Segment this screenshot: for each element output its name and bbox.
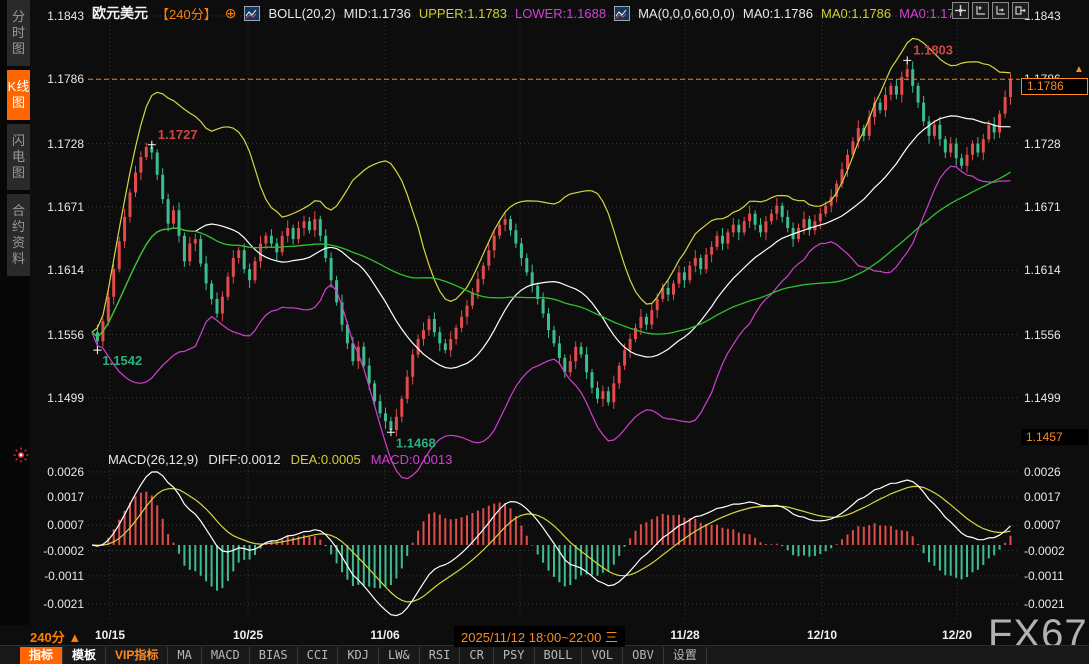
range-low-badge: 1.1457 [1021,429,1088,445]
toolbar-item-MA[interactable]: MA [168,647,201,664]
price-up-arrow-icon: ▲ [1074,64,1084,75]
ma0-value-1: MA0:1.1786 [743,6,813,21]
toolbar-item-KDJ[interactable]: KDJ [338,647,379,664]
axis-tick-label: 1.1499 [34,391,84,405]
interval-badge[interactable]: 240分 ▲ [30,627,81,646]
axis-tick-label: 1.1671 [1024,200,1061,214]
axis-tick-label: 1.1728 [34,137,84,151]
period-selector[interactable]: 【240分】 [156,4,217,23]
toolbar-item-BIAS[interactable]: BIAS [250,647,298,664]
axis-tick-label: 1.1671 [34,200,84,214]
axis-tick-label: -0.0011 [1024,569,1064,583]
current-price-badge: 1.1786 [1021,78,1088,95]
axis-tick-label: 0.0007 [34,518,84,532]
alert-burst-icon[interactable] [13,447,29,463]
toolbar-item-LW&[interactable]: LW& [379,647,420,664]
axis-tick-label: 1.1556 [34,328,84,342]
ma0-value-2: MA0:1.1786 [821,6,891,21]
macd-header: MACD(26,12,9) DIFF:0.0012 DEA:0.0005 MAC… [108,452,452,467]
date-label: 10/25 [233,628,263,642]
price-annotation: 1.1803 [913,42,953,57]
price-chart-canvas[interactable]: 1.1542 1.1727 1.1468 1.1803 [0,0,1089,664]
toolbar-item-CR[interactable]: CR [460,647,493,664]
axis-tick-label: -0.0011 [34,569,84,583]
chart-tool-buttons [952,2,1029,19]
left-sidebar: 分时图 K线图 闪电图 合约资料 [0,0,30,625]
symbol-name: 欧元美元 [92,3,148,23]
macd-macd-value: MACD:0.0013 [371,452,453,467]
toolbar-item-CCI[interactable]: CCI [298,647,339,664]
boll-upper-value: UPPER:1.1783 [419,6,507,21]
date-label: 12/10 [807,628,837,642]
toolbar-item-设置[interactable]: 设置 [664,647,707,664]
price-annotation: 1.1468 [396,435,436,450]
indicator-toolbar: 指标模板VIP指标MAMACDBIASCCIKDJLW&RSICRPSYBOLL… [0,645,1089,664]
toolbar-item-OBV[interactable]: OBV [623,647,664,664]
toolbar-item-模板[interactable]: 模板 [63,647,106,664]
pane-expand-icon[interactable] [1012,2,1029,19]
axis-tick-label: 0.0026 [34,465,84,479]
axis-tick-label: 1.1614 [34,263,84,277]
toolbar-item-RSI[interactable]: RSI [420,647,461,664]
macd-diff-value: DIFF:0.0012 [208,452,280,467]
tab-candlestick-chart[interactable]: K线图 [7,70,30,120]
axis-tick-label: 0.0026 [1024,465,1061,479]
macd-dea-value: DEA:0.0005 [291,452,361,467]
toolbar-item-指标[interactable]: 指标 [20,647,63,664]
chart-app-window: 1.1542 1.1727 1.1468 1.1803 分时图 K线图 闪电图 合约资… [0,0,1089,664]
toolbar-item-MACD[interactable]: MACD [202,647,250,664]
axis-tick-label: -0.0002 [34,544,84,558]
target-icon[interactable]: ⊕ [225,7,237,20]
toolbar-item-VOL[interactable]: VOL [582,647,623,664]
boll-lower-value: LOWER:1.1688 [515,6,606,21]
axis-tick-label: -0.0002 [1024,544,1065,558]
toolbar-item-PSY[interactable]: PSY [494,647,535,664]
date-label: 10/15 [95,628,125,642]
toolbar-item-VIP指标[interactable]: VIP指标 [106,647,168,664]
scale-left-icon[interactable] [972,2,989,19]
axis-tick-label: 0.0007 [1024,518,1061,532]
axis-tick-label: 1.1843 [1024,9,1061,23]
price-annotation: 1.1542 [102,353,142,368]
ma-label: MA(0,0,0,60,0,0) [638,6,735,21]
toolbar-item-BOLL[interactable]: BOLL [535,647,583,664]
axis-tick-label: 1.1843 [34,9,84,23]
date-label: 11/28 [670,628,699,642]
indicator-legend: 欧元美元 【240分】 ⊕ BOLL(20,2) MID:1.1736 UPPE… [92,3,969,23]
axis-tick-label: 1.1786 [34,72,84,86]
selected-candle-tooltip: 2025/11/12 18:00~22:00 三 [454,626,625,647]
macd-params: MACD(26,12,9) [108,452,198,467]
mini-chart-icon[interactable] [244,6,260,21]
axis-tick-label: 1.1556 [1024,328,1061,342]
date-label: 12/20 [942,628,972,642]
mini-chart-icon[interactable] [614,6,630,21]
price-annotation: 1.1727 [158,127,198,142]
axis-tick-label: -0.0021 [1024,597,1065,611]
axis-tick-label: 1.1499 [1024,391,1061,405]
tab-contract-info[interactable]: 合约资料 [7,194,30,276]
tab-time-sharing-chart[interactable]: 分时图 [7,0,30,66]
tab-lightning-chart[interactable]: 闪电图 [7,124,30,190]
chart-type-tabs: 分时图 K线图 闪电图 合约资料 [7,0,30,280]
date-label: 11/06 [370,628,399,642]
axis-tick-label: 1.1728 [1024,137,1061,151]
scale-right-icon[interactable] [992,2,1009,19]
move-icon[interactable] [952,2,969,19]
axis-tick-label: 0.0017 [1024,490,1061,504]
boll-mid-value: MID:1.1736 [344,6,411,21]
axis-tick-label: -0.0021 [34,597,84,611]
axis-tick-label: 1.1614 [1024,263,1061,277]
axis-tick-label: 0.0017 [34,490,84,504]
boll-label: BOLL(20,2) [268,6,335,21]
